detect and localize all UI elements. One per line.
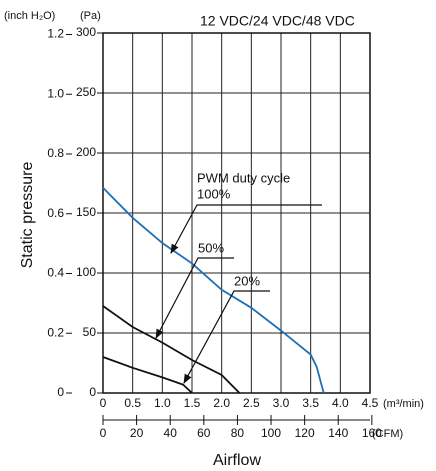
x2-tick-label: 160 xyxy=(362,426,382,440)
y2-unit: (inch H₂O) xyxy=(4,10,55,22)
x-tick-label: 3.0 xyxy=(273,396,290,410)
y-tick-label: 150 xyxy=(76,205,96,219)
x2-tick-label: 120 xyxy=(295,426,315,440)
x-axis-label: Airflow xyxy=(213,452,261,469)
x2-tick-label: 60 xyxy=(197,426,211,440)
x-tick-label: 4.0 xyxy=(332,396,349,410)
x-unit: (m³/min) xyxy=(383,398,424,410)
annotation: 20% xyxy=(234,273,260,288)
plot-frame xyxy=(102,32,371,394)
x2-tick-label: 20 xyxy=(130,426,144,440)
annotation: PWM duty cycle xyxy=(197,170,290,185)
x2-tick-label: 40 xyxy=(164,426,178,440)
x2-tick-label: 100 xyxy=(261,426,281,440)
line-series xyxy=(102,356,193,394)
y-tick-label: 200 xyxy=(76,145,96,159)
y-unit: (Pa) xyxy=(80,10,101,22)
x2-unit: (CFM) xyxy=(372,428,403,440)
x-tick-label: 2.0 xyxy=(213,396,230,410)
y2-tick-label: 0.2 xyxy=(47,325,64,339)
x2-tick-label: 80 xyxy=(231,426,245,440)
line-series xyxy=(102,187,325,394)
y-tick-label: 100 xyxy=(76,265,96,279)
leader-line xyxy=(155,257,234,339)
annotation: 100% xyxy=(197,186,231,201)
x-tick-label: 3.5 xyxy=(302,396,319,410)
x-tick-label: 0.5 xyxy=(124,396,141,410)
x-tick-label: 1.0 xyxy=(154,396,171,410)
y2-tick-label: 0.4 xyxy=(47,266,64,280)
leader-line xyxy=(183,290,270,384)
line-series xyxy=(102,305,241,394)
x-tick-label: 4.5 xyxy=(362,396,379,410)
x2-tick-label: 0 xyxy=(100,426,107,440)
x-tick-label: 0 xyxy=(100,396,107,410)
x-tick-label: 2.5 xyxy=(243,396,260,410)
y-tick-label: 50 xyxy=(83,325,97,339)
y-tick-label: 250 xyxy=(76,85,96,99)
x2-tick-label: 140 xyxy=(328,426,348,440)
y2-tick-label: 0.8 xyxy=(47,146,64,160)
y2-tick-label: 1.0 xyxy=(47,86,64,100)
y2-tick-label: 1.2 xyxy=(47,27,64,41)
annotation: 50% xyxy=(198,240,224,255)
y-axis-label: Static pressure xyxy=(19,162,36,269)
y-tick-label: 0 xyxy=(89,385,96,399)
y2-tick-label: 0.6 xyxy=(47,206,64,220)
y-tick-label: 300 xyxy=(76,25,96,39)
leader-line xyxy=(170,204,322,254)
chart-title: 12 VDC/24 VDC/48 VDC xyxy=(200,13,355,29)
x-tick-label: 1.5 xyxy=(184,396,201,410)
y2-tick-label: 0 xyxy=(57,385,64,399)
